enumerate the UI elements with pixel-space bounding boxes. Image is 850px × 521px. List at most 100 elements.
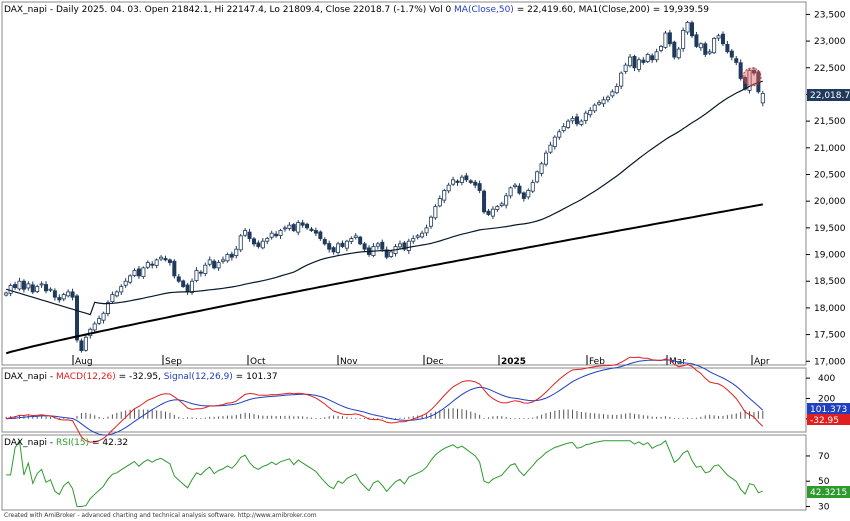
candle-body — [110, 294, 115, 303]
candle-body — [48, 288, 53, 291]
candle-body — [645, 54, 650, 62]
x-tick-label: Aug — [75, 357, 93, 367]
signal-marker — [742, 67, 762, 87]
candle-body — [539, 163, 544, 174]
candle-body — [725, 43, 730, 53]
candlesticks — [4, 20, 765, 353]
candle-body — [526, 190, 531, 198]
candle-body — [66, 291, 71, 297]
candle-body — [530, 182, 535, 192]
rsi-y-tick-label: 30 — [818, 502, 830, 512]
candle-body — [464, 175, 469, 181]
price-pane[interactable] — [1, 1, 807, 366]
candle-body — [318, 231, 323, 239]
x-tick-label: Feb — [589, 357, 605, 367]
candle-body — [340, 242, 345, 247]
candle-body — [176, 276, 181, 282]
candle-body — [274, 233, 279, 237]
candle-body — [433, 206, 438, 219]
candle-body — [353, 235, 358, 238]
candle-body — [513, 184, 518, 187]
candle-body — [455, 180, 460, 183]
macd-dash: - — [47, 372, 56, 382]
candle-body — [610, 91, 615, 97]
candle-body — [17, 280, 22, 290]
candle-body — [694, 34, 699, 47]
candle-body — [190, 280, 195, 293]
candle-body — [588, 110, 593, 116]
candle-body — [566, 120, 571, 128]
macd-y-tick-label: 200 — [818, 394, 835, 404]
candle-body — [198, 271, 203, 274]
candle-body — [543, 152, 548, 165]
candle-body — [672, 41, 677, 58]
candle-body — [344, 240, 349, 249]
price-ohlc-text: - Daily 2025. 04. 03. Open 21842.1, Hi 2… — [47, 5, 454, 15]
candle-body — [420, 232, 425, 238]
price-header: DAX_napi - Daily 2025. 04. 03. Open 2184… — [4, 5, 709, 15]
macd-symbol: DAX_napi — [4, 372, 47, 382]
rsi-symbol: DAX_napi — [4, 438, 47, 448]
candle-body — [30, 284, 35, 293]
candle-body — [287, 224, 292, 229]
price-y-tick-label: 19,500 — [814, 224, 846, 234]
candle-body — [97, 318, 102, 324]
candle-body — [628, 56, 633, 67]
candle-body — [221, 259, 226, 262]
rsi-pane[interactable] — [1, 434, 807, 511]
rsi-tag-text: 42.3215 — [810, 488, 847, 498]
candle-body — [61, 294, 66, 300]
candle-body — [141, 267, 146, 277]
candle-body — [256, 242, 261, 247]
price-y-tick-label: 17,000 — [814, 357, 846, 367]
candle-body — [605, 96, 610, 101]
candle-body — [216, 262, 221, 269]
candle-body — [490, 208, 495, 217]
candle-body — [760, 93, 765, 104]
rsi-line — [6, 439, 763, 507]
candle-body — [557, 131, 562, 138]
candle-body — [13, 284, 18, 289]
candle-body — [619, 72, 624, 87]
candle-body — [92, 323, 97, 331]
candle-body — [428, 216, 433, 227]
candle-body — [300, 222, 305, 226]
signal-value: = 101.37 — [233, 372, 278, 382]
macd-histogram — [5, 408, 764, 419]
candle-body — [265, 238, 270, 242]
candle-body — [477, 183, 482, 191]
candle-body — [305, 223, 310, 229]
price-y-tick-label: 18,500 — [814, 277, 846, 287]
candle-body — [650, 55, 655, 61]
candle-body — [468, 180, 473, 183]
price-y-tick-label: 18,000 — [814, 304, 846, 314]
candle-body — [238, 235, 243, 251]
candle-body — [380, 241, 385, 250]
candle-body — [517, 185, 522, 194]
candle-body — [406, 240, 411, 251]
rsi-y-tick-label: 70 — [818, 452, 830, 462]
candle-body — [698, 43, 703, 49]
candle-body — [278, 230, 283, 236]
candle-body — [495, 206, 500, 210]
candle-body — [597, 102, 602, 105]
candle-body — [574, 116, 579, 125]
candle-body — [442, 190, 447, 201]
candle-body — [44, 284, 49, 292]
candle-body — [119, 286, 124, 293]
candle-body — [663, 32, 668, 48]
candle-body — [203, 264, 208, 274]
candle-body — [579, 120, 584, 125]
ma200-value: = 19,939.59 — [650, 5, 709, 15]
candle-body — [451, 179, 456, 185]
candle-body — [548, 144, 553, 153]
candle-body — [39, 283, 44, 286]
candle-body — [21, 280, 26, 290]
candle-body — [614, 86, 619, 94]
candle-body — [101, 312, 106, 321]
candle-body — [247, 231, 252, 239]
candle-body — [747, 70, 752, 91]
candle-body — [136, 268, 141, 277]
candle-body — [583, 112, 588, 121]
